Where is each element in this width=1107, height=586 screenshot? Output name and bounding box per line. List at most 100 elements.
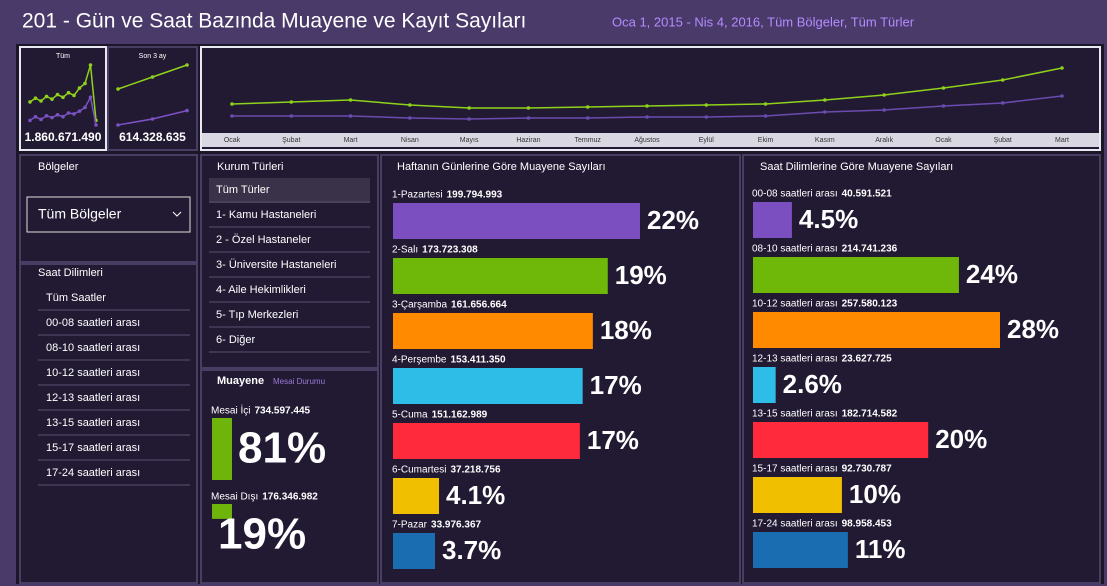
point bbox=[348, 98, 353, 102]
share: 3.7% bbox=[442, 535, 501, 565]
point bbox=[150, 117, 155, 121]
point bbox=[467, 106, 471, 110]
share: 28% bbox=[1007, 314, 1059, 344]
share: 24% bbox=[966, 259, 1018, 289]
bar-label: Mesai Dışı bbox=[211, 492, 258, 503]
bar bbox=[393, 313, 593, 349]
list-item[interactable]: 00-08 saatleri arası bbox=[46, 317, 140, 329]
month-label: Mart bbox=[1055, 137, 1069, 144]
share: 4.5% bbox=[799, 204, 858, 234]
bar bbox=[753, 422, 929, 458]
month-label: Eylül bbox=[699, 137, 715, 144]
point bbox=[645, 115, 649, 119]
share: 20% bbox=[935, 424, 987, 454]
bar-value: 23.627.725 bbox=[842, 354, 892, 365]
bar-label: 00-08 saatleri arası bbox=[752, 189, 838, 200]
bar-value: 92.730.787 bbox=[842, 464, 892, 475]
point bbox=[55, 92, 60, 97]
kpi-label: Son 3 ay bbox=[139, 53, 167, 60]
list-item[interactable]: 08-10 saatleri arası bbox=[46, 342, 140, 354]
list-item[interactable]: 6- Diğer bbox=[216, 334, 255, 346]
point bbox=[230, 102, 234, 106]
point bbox=[88, 95, 93, 100]
share: 4.1% bbox=[446, 480, 505, 510]
point bbox=[348, 114, 353, 118]
point bbox=[467, 117, 471, 121]
panel-title: Kurum Türleri bbox=[217, 161, 283, 173]
bar-value: 214.741.236 bbox=[842, 244, 898, 255]
kpi-value: 1.860.671.490 bbox=[25, 130, 102, 144]
month-label: Ocak bbox=[935, 137, 952, 144]
bar-value: 151.162.989 bbox=[432, 410, 488, 421]
list-item[interactable]: 2 - Özel Hastaneler bbox=[216, 234, 311, 246]
point bbox=[882, 108, 886, 112]
kpi-box[interactable] bbox=[107, 46, 198, 151]
select[interactable] bbox=[26, 196, 191, 233]
bar-label: 08-10 saatleri arası bbox=[752, 244, 838, 255]
panel bbox=[19, 154, 198, 263]
point bbox=[39, 117, 43, 122]
bar bbox=[753, 257, 959, 293]
point bbox=[185, 63, 189, 67]
point bbox=[88, 63, 93, 67]
bar bbox=[393, 203, 640, 239]
point bbox=[33, 114, 38, 119]
point bbox=[230, 114, 234, 118]
list-item[interactable]: 3- Üniversite Hastaneleri bbox=[216, 259, 336, 271]
list-item[interactable]: 15-17 saatleri arası bbox=[46, 442, 140, 454]
bar-label: 5-Cuma bbox=[392, 410, 428, 421]
bar-label: 15-17 saatleri arası bbox=[752, 464, 838, 475]
list-item[interactable]: 10-12 saatleri arası bbox=[46, 367, 140, 379]
point bbox=[116, 123, 120, 127]
share: 22% bbox=[647, 205, 699, 235]
month-label: Mart bbox=[344, 137, 358, 144]
bar-label: Mesai İçi bbox=[211, 404, 250, 417]
point bbox=[50, 115, 54, 120]
panel bbox=[200, 369, 379, 584]
bar-label: 10-12 saatleri arası bbox=[752, 299, 838, 310]
share: 17% bbox=[590, 370, 642, 400]
title: 201 - Gün ve Saat Bazında Muayene ve Kay… bbox=[22, 10, 526, 33]
bar bbox=[212, 418, 232, 480]
bar bbox=[753, 477, 842, 513]
list-item[interactable]: 13-15 saatleri arası bbox=[46, 417, 140, 429]
bar-label: 7-Pazar bbox=[392, 520, 428, 531]
bar-value: 734.597.445 bbox=[254, 406, 310, 417]
bar-label: 1-Pazartesi bbox=[392, 190, 443, 201]
bar-value: 33.976.367 bbox=[431, 520, 481, 531]
list-item[interactable]: 12-13 saatleri arası bbox=[46, 392, 140, 404]
bar-value: 37.218.756 bbox=[450, 465, 500, 476]
panel-subtitle: Mesai Durumu bbox=[273, 377, 325, 386]
bar-value: 182.714.582 bbox=[842, 409, 898, 420]
point bbox=[941, 86, 946, 90]
list-item[interactable]: 1- Kamu Hastaneleri bbox=[216, 209, 316, 221]
point bbox=[1000, 78, 1005, 82]
bar-value: 40.591.521 bbox=[842, 189, 892, 200]
bar bbox=[393, 423, 580, 459]
bar-value: 257.580.123 bbox=[842, 299, 898, 310]
panel-title: Muayene bbox=[217, 375, 264, 387]
point bbox=[526, 116, 531, 120]
point bbox=[823, 110, 827, 114]
point bbox=[941, 104, 946, 108]
point bbox=[585, 105, 590, 109]
month-label: Ekim bbox=[758, 137, 774, 144]
list-item[interactable]: Tüm Saatler bbox=[46, 292, 106, 304]
share: 18% bbox=[600, 315, 652, 345]
list-item[interactable]: 5- Tıp Merkezleri bbox=[216, 309, 298, 321]
bar bbox=[753, 202, 792, 238]
bar-label: 6-Cumartesi bbox=[392, 465, 446, 476]
month-label: Kasım bbox=[815, 137, 835, 144]
month-label: Şubat bbox=[994, 137, 1012, 144]
month-label: Mayıs bbox=[460, 137, 479, 144]
point bbox=[94, 123, 98, 127]
list-item[interactable]: Tüm Türler bbox=[216, 184, 270, 196]
list-item[interactable]: 4- Aile Hekimlikleri bbox=[216, 284, 306, 296]
point bbox=[185, 108, 189, 113]
point bbox=[44, 113, 49, 118]
list-item[interactable]: 17-24 saatleri arası bbox=[46, 467, 140, 479]
month-label: Aralık bbox=[875, 137, 893, 144]
point bbox=[61, 95, 65, 100]
month-label: Ağustos bbox=[634, 137, 660, 144]
